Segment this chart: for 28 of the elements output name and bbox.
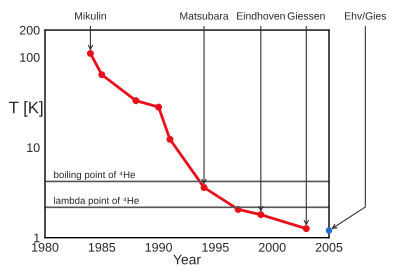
point [326,227,332,234]
x-axis-title: Year [173,254,201,264]
y-tick-label: 1 [34,234,40,242]
ref-line-label: lambda point of ⁴He [54,196,139,206]
x-tick-label: 1985 [88,242,116,252]
annotation: Ehv/Gies [345,12,386,20]
annotation: Mikulin [75,12,106,20]
annotation: Eindhoven [237,12,285,20]
x-tick-label: 2000 [258,242,286,252]
point [200,184,208,191]
annotation: Matsubara [180,12,229,20]
point [302,225,310,232]
y-tick-label: 100 [20,52,40,62]
y-tick-label: 200 [20,26,40,35]
annotation: Giessen [288,12,325,20]
point [155,104,162,111]
x-tick-label: 1980 [32,242,58,252]
point [257,211,264,218]
point [166,136,174,143]
point [132,97,140,104]
y-tick-label: 10 [27,143,40,152]
x-tick-label: 1995 [202,242,229,252]
ref-line-label: boiling point of ⁴He [54,170,136,180]
point [98,71,106,78]
x-tick-label: 1990 [146,242,172,252]
y-axis-title: T [K] [9,101,42,117]
point [86,50,94,57]
x-tick-label: 2005 [316,242,342,252]
